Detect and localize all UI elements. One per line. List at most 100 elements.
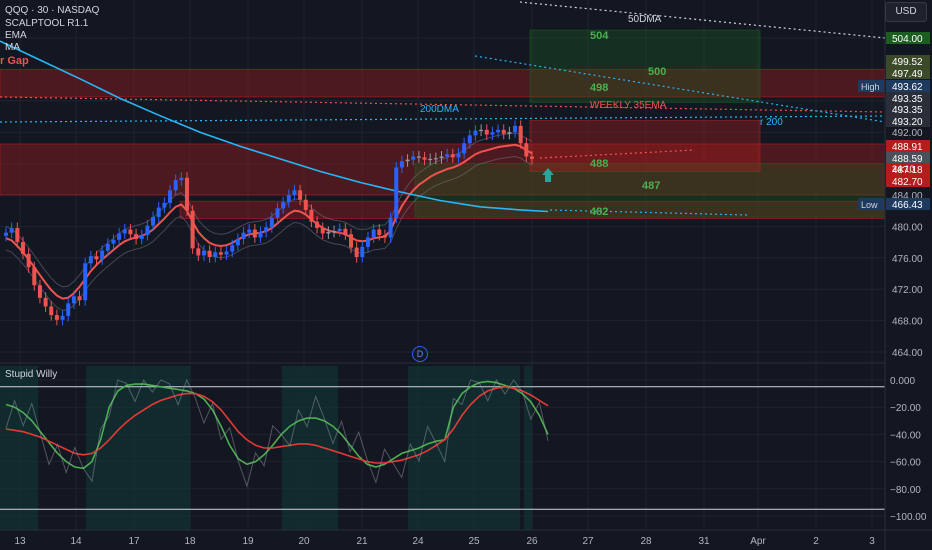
osc-slow-line [5, 385, 549, 464]
candle-body [258, 231, 263, 238]
candle-body [71, 296, 76, 304]
dividend-badge[interactable]: D [412, 346, 428, 362]
candle-body [235, 238, 240, 246]
time-tick: 18 [184, 536, 196, 547]
candle-body [450, 154, 455, 158]
candle-body [20, 242, 25, 254]
price-tag-text: 488.59 [892, 154, 923, 165]
candle-body [168, 190, 173, 203]
candle-body [428, 158, 433, 161]
indicator-ema[interactable]: EMA [5, 30, 27, 41]
level-label: 500 [648, 66, 666, 78]
candle-body [247, 229, 252, 233]
candle-body [354, 247, 359, 258]
countdown-text: 24:10 [892, 164, 915, 174]
osc-tick: −60.00 [890, 458, 921, 469]
candle-body [252, 229, 257, 238]
indicator-ma[interactable]: MA [5, 42, 20, 53]
price-tick: 464.00 [892, 348, 923, 359]
candle-body [405, 159, 410, 162]
candle-body [224, 251, 229, 255]
candle-body [128, 229, 133, 235]
price-tag-text: 466.43 [892, 200, 923, 211]
osc-tick: −100.00 [890, 512, 927, 523]
candle-body [388, 217, 393, 238]
price-tag-label-text: High [861, 82, 880, 92]
time-axis[interactable]: 13 14 17 18 19 20 21 24 25 26 27 28 31 Apr 2 3 [0, 529, 932, 547]
time-tick: 21 [356, 536, 368, 547]
candle-body [530, 156, 534, 159]
candle-body [201, 250, 206, 256]
candle-body [422, 157, 427, 160]
price-tick: 484.00 [892, 191, 923, 202]
level-label: 482 [590, 206, 608, 218]
time-tick: 17 [128, 536, 140, 547]
price-tag-text: 499.52 [892, 57, 923, 68]
candle-body [264, 227, 269, 232]
level-label: 498 [590, 82, 608, 94]
candle-body [332, 231, 337, 233]
price-tag-text: 497.49 [892, 69, 923, 80]
candle-body [524, 143, 529, 157]
price-tag-text: 487.18 [892, 165, 923, 176]
ma-projection-line [549, 209, 749, 216]
candle-body [218, 252, 223, 255]
candle-body [473, 130, 478, 136]
indicator-scalptool[interactable]: SCALPTOOL R1.1 [5, 18, 89, 29]
candle-body [479, 129, 484, 132]
price-tag [886, 32, 930, 44]
osc-shade-zone [408, 366, 520, 530]
candle-body [394, 167, 399, 218]
price-tick: 476.00 [892, 254, 923, 265]
osc-shade-zone [282, 366, 338, 530]
candle-body [337, 228, 342, 232]
level-label: 487 [642, 180, 660, 192]
candle-body [399, 161, 404, 168]
ema-projection-line [539, 149, 696, 159]
osc-tick: 0.000 [890, 376, 915, 387]
oscillator-lines [0, 378, 885, 510]
price-tag-text: 493.62 [892, 82, 923, 93]
zone-green [529, 29, 761, 103]
price-axis[interactable]: 504.00496.00492.00488.00484.00480.00476.… [858, 32, 930, 523]
price-tag [886, 115, 930, 127]
candle-body [286, 195, 291, 203]
osc-shade-zone [0, 366, 38, 530]
price-tag-text: 493.20 [892, 117, 923, 128]
candle-body [433, 158, 438, 160]
ema-line [5, 143, 533, 300]
candle-body [60, 315, 65, 320]
ma-label: 50DMA [628, 14, 662, 25]
candle-body [275, 208, 280, 218]
time-tick: 31 [698, 536, 710, 547]
candle-body [309, 209, 314, 222]
candle-body [32, 267, 37, 286]
currency-button[interactable]: USD [885, 2, 927, 22]
candle-body [507, 132, 512, 134]
candle-body [298, 190, 303, 200]
price-tag [886, 140, 930, 152]
oscillator-title[interactable]: Stupid Willy [5, 369, 58, 380]
buy-arrow-icon [542, 168, 554, 182]
candle-body [382, 235, 387, 238]
candle-body [117, 233, 122, 240]
candle-body [315, 221, 320, 228]
price-tick: 480.00 [892, 222, 923, 233]
candle-body [326, 231, 331, 234]
candle-body [179, 177, 184, 181]
price-tag [886, 152, 930, 164]
candle-body [416, 156, 421, 158]
price-tag [886, 198, 930, 210]
candle-body [43, 297, 48, 307]
time-tick: 20 [298, 536, 310, 547]
candle-body [88, 256, 93, 264]
candle-body [343, 228, 348, 235]
candle-body [15, 227, 20, 243]
candle-body [190, 210, 195, 249]
price-tag [886, 92, 930, 104]
price-tick: 492.00 [892, 128, 923, 139]
symbol-title[interactable]: QQQ · 30 · NASDAQ [5, 5, 100, 16]
time-tick: 25 [468, 536, 480, 547]
candle-body [360, 246, 365, 258]
